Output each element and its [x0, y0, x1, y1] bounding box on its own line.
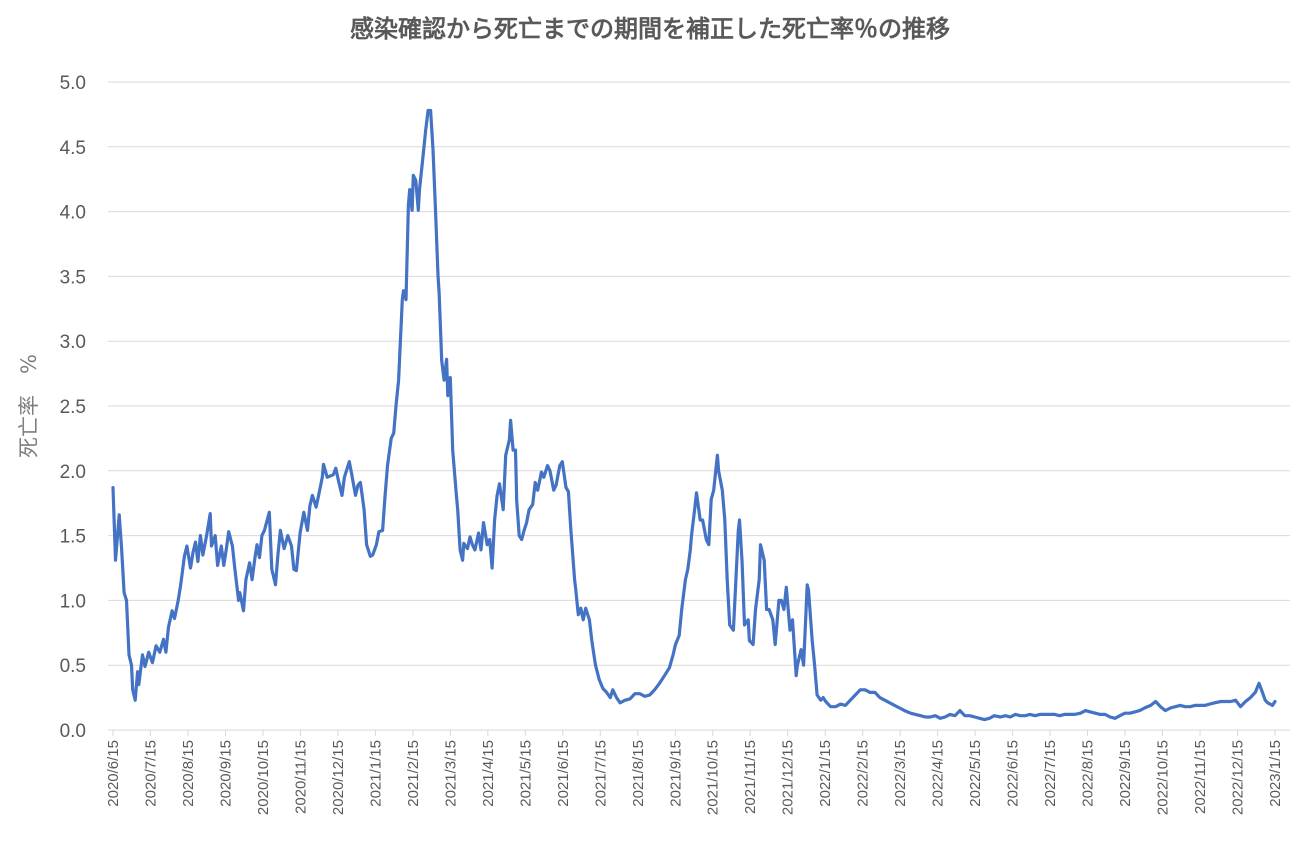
x-tick-label: 2020/10/15 [255, 740, 272, 815]
x-tick-label: 2021/10/15 [705, 740, 722, 815]
x-tick-label: 2022/12/15 [1230, 740, 1247, 815]
x-tick-label: 2022/1/15 [817, 740, 834, 807]
x-tick-label: 2020/11/15 [292, 740, 309, 814]
y-tick-label: 0.5 [60, 656, 86, 677]
x-tick-label: 2021/2/15 [405, 740, 422, 807]
y-tick-label: 4.0 [60, 203, 86, 224]
x-tick-label: 2022/10/15 [1155, 740, 1172, 815]
series-line [111, 108, 1277, 722]
chart-title: 感染確認から死亡までの期間を補正した死亡率％の推移 [350, 15, 950, 43]
x-tick-label: 2022/9/15 [1117, 740, 1134, 807]
y-tick-label: 5.0 [60, 73, 86, 94]
x-tick-label: 2022/8/15 [1080, 740, 1097, 807]
x-tick-label: 2021/11/15 [742, 740, 759, 814]
x-tick-label: 2022/5/15 [967, 740, 984, 807]
x-tick-label: 2020/7/15 [142, 740, 159, 807]
y-tick-label: 0.0 [60, 721, 86, 742]
x-tick-label: 2022/2/15 [855, 740, 872, 807]
x-tick-label: 2021/9/15 [667, 740, 684, 807]
x-tick-label: 2021/7/15 [592, 740, 609, 807]
x-tick-label: 2021/8/15 [630, 740, 647, 807]
y-axis-label: 死亡率 % [17, 354, 41, 458]
x-tick-label: 2020/6/15 [105, 740, 122, 807]
x-tick-label: 2022/3/15 [892, 740, 909, 807]
x-tick-label: 2022/4/15 [930, 740, 947, 807]
y-tick-label: 2.0 [60, 462, 86, 483]
y-tick-label: 3.5 [60, 267, 86, 288]
x-tick-label: 2020/8/15 [180, 740, 197, 807]
x-tick-label: 2020/9/15 [217, 740, 234, 807]
y-tick-label: 1.5 [60, 527, 86, 548]
x-tick-label: 2021/12/15 [780, 740, 797, 815]
x-tick-label: 2023/1/15 [1267, 740, 1284, 807]
x-tick-label: 2020/12/15 [330, 740, 347, 815]
x-tick-label: 2021/6/15 [555, 740, 572, 807]
y-tick-label: 4.5 [60, 138, 86, 159]
y-tick-label: 3.0 [60, 332, 86, 353]
x-tick-label: 2021/1/15 [367, 740, 384, 807]
x-tick-label: 2021/5/15 [517, 740, 534, 807]
x-tick-label: 2021/3/15 [442, 740, 459, 807]
x-tick-label: 2021/4/15 [480, 740, 497, 807]
x-tick-label: 2022/11/15 [1192, 740, 1209, 814]
y-tick-label: 1.0 [60, 591, 86, 612]
y-tick-label: 2.5 [60, 397, 86, 418]
x-tick-label: 2022/7/15 [1042, 740, 1059, 807]
x-tick-label: 2022/6/15 [1005, 740, 1022, 807]
